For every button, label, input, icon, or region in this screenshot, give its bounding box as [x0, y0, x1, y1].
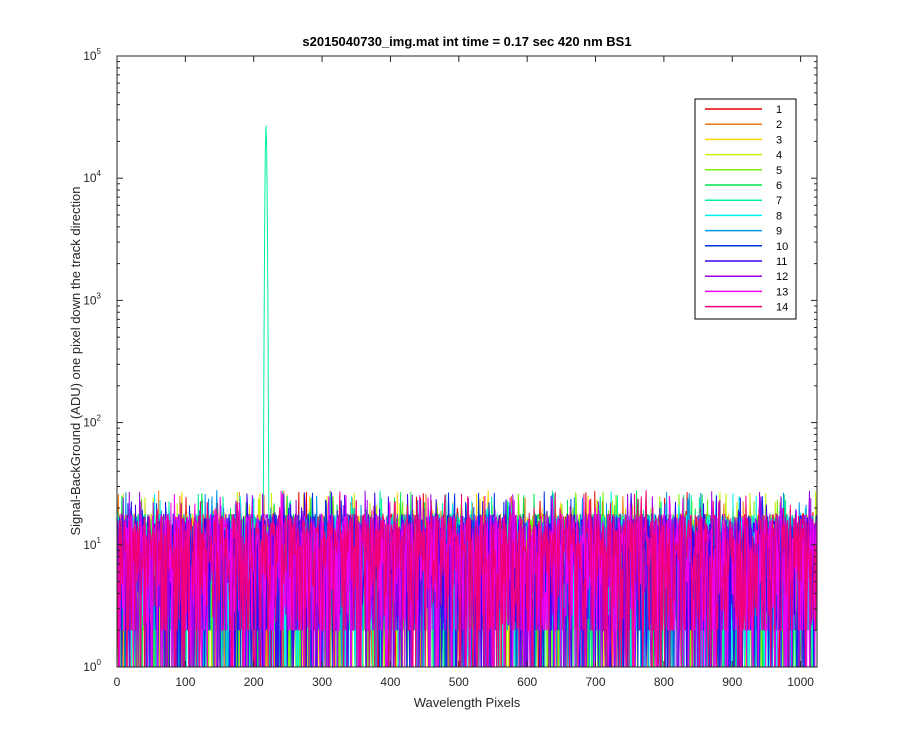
- x-tick-label: 800: [654, 675, 674, 689]
- x-tick-label: 1000: [787, 675, 814, 689]
- y-tick-base: 10: [83, 416, 97, 430]
- x-tick-label: 300: [312, 675, 332, 689]
- x-tick-label: 200: [244, 675, 264, 689]
- x-tick-label: 500: [449, 675, 469, 689]
- y-tick-label: 100: [83, 658, 101, 674]
- y-tick-base: 10: [83, 538, 97, 552]
- x-tick-label: 100: [175, 675, 195, 689]
- y-tick-exponent: 2: [97, 414, 102, 423]
- x-axis-label: Wavelength Pixels: [414, 695, 521, 710]
- legend-label: 4: [776, 150, 782, 162]
- legend-box: [694, 98, 797, 320]
- y-tick-exponent: 3: [97, 291, 102, 300]
- x-tick-label: 400: [380, 675, 400, 689]
- y-tick-exponent: 1: [97, 536, 102, 545]
- legend-label: 8: [776, 210, 782, 222]
- x-tick-label: 700: [586, 675, 606, 689]
- y-tick-label: 103: [83, 291, 101, 307]
- legend-label: 13: [776, 286, 788, 298]
- y-tick-base: 10: [83, 49, 97, 63]
- legend-label: 14: [776, 302, 788, 314]
- x-tick-label: 900: [722, 675, 742, 689]
- x-tick-label: 600: [517, 675, 537, 689]
- y-tick-label: 104: [83, 169, 101, 185]
- series-line-14: [116, 490, 818, 668]
- y-tick-base: 10: [83, 293, 97, 307]
- chart-title: s2015040730_img.mat int time = 0.17 sec …: [302, 34, 631, 49]
- legend-label: 5: [776, 165, 782, 177]
- y-axis-label: Signal-BackGround (ADU) one pixel down t…: [68, 186, 83, 535]
- legend-label: 2: [776, 119, 782, 131]
- axes-box: [116, 55, 818, 668]
- legend-label: 12: [776, 271, 788, 283]
- y-tick-base: 10: [83, 171, 97, 185]
- legend-label: 1: [776, 104, 782, 116]
- legend-label: 7: [776, 195, 782, 207]
- y-tick-label: 101: [83, 536, 101, 552]
- x-tick-label: 0: [114, 675, 121, 689]
- y-tick-exponent: 4: [97, 169, 102, 178]
- legend-label: 10: [776, 241, 788, 253]
- legend-label: 6: [776, 180, 782, 192]
- y-tick-exponent: 5: [97, 47, 102, 56]
- legend-label: 3: [776, 134, 782, 146]
- legend-label: 9: [776, 226, 782, 238]
- series-lines: [116, 125, 818, 668]
- y-tick-label: 102: [83, 414, 101, 430]
- y-tick-label: 105: [83, 47, 101, 63]
- legend-label: 11: [776, 256, 787, 268]
- y-tick-base: 10: [83, 660, 97, 674]
- y-tick-exponent: 0: [97, 658, 102, 667]
- x-axis-ticks: 0 100 200 300 400 500 600 700 800 900 1000: [114, 56, 814, 689]
